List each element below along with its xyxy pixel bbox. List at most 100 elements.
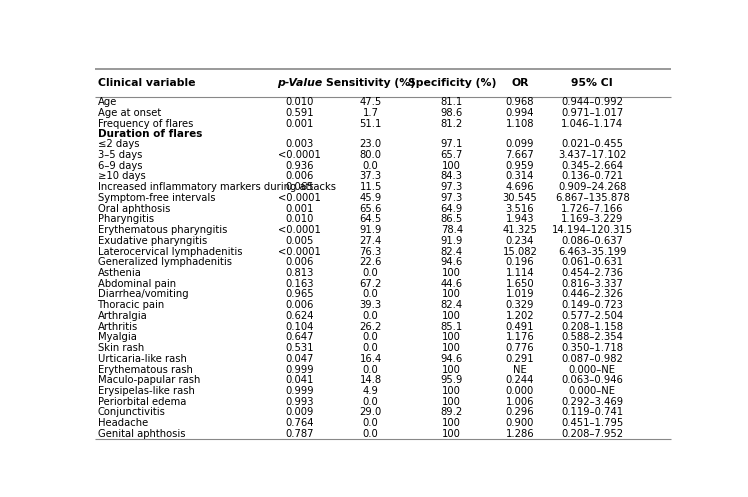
Text: 0.350–1.718: 0.350–1.718: [561, 343, 623, 353]
Text: NE: NE: [513, 364, 527, 375]
Text: 0.0: 0.0: [363, 364, 378, 375]
Text: 16.4: 16.4: [360, 354, 381, 364]
Text: 0.647: 0.647: [285, 332, 314, 342]
Text: 0.000–NE: 0.000–NE: [568, 364, 616, 375]
Text: 0.005: 0.005: [286, 236, 313, 246]
Text: 0.0: 0.0: [363, 161, 378, 170]
Text: 67.2: 67.2: [359, 279, 381, 289]
Text: 0.086–0.637: 0.086–0.637: [562, 236, 623, 246]
Text: 0.909–24.268: 0.909–24.268: [558, 182, 627, 192]
Text: 100: 100: [442, 289, 462, 300]
Text: 0.000: 0.000: [506, 386, 534, 396]
Text: 0.063–0.946: 0.063–0.946: [562, 375, 623, 385]
Text: 0.971–1.017: 0.971–1.017: [561, 108, 623, 118]
Text: 80.0: 80.0: [360, 150, 381, 160]
Text: 0.588–2.354: 0.588–2.354: [562, 332, 623, 342]
Text: 0.577–2.504: 0.577–2.504: [561, 311, 623, 321]
Text: 91.9: 91.9: [441, 236, 463, 246]
Text: 0.965: 0.965: [285, 289, 314, 300]
Text: 100: 100: [442, 429, 462, 439]
Text: Sensitivity (%): Sensitivity (%): [326, 78, 415, 88]
Text: ≤2 days: ≤2 days: [97, 139, 139, 149]
Text: Maculo-papular rash: Maculo-papular rash: [97, 375, 200, 385]
Text: 100: 100: [442, 161, 462, 170]
Text: Abdominal pain: Abdominal pain: [97, 279, 176, 289]
Text: 81.2: 81.2: [441, 119, 463, 129]
Text: 0.816–3.337: 0.816–3.337: [562, 279, 623, 289]
Text: 84.3: 84.3: [441, 171, 463, 181]
Text: 0.314: 0.314: [506, 171, 534, 181]
Text: 82.4: 82.4: [441, 247, 463, 256]
Text: <0.0001: <0.0001: [278, 193, 321, 203]
Text: 86.5: 86.5: [441, 214, 463, 224]
Text: 0.959: 0.959: [506, 161, 534, 170]
Text: 81.1: 81.1: [441, 97, 463, 107]
Text: 0.446–2.326: 0.446–2.326: [561, 289, 623, 300]
Text: 0.006: 0.006: [286, 300, 313, 310]
Text: Headache: Headache: [97, 418, 148, 428]
Text: 7.667: 7.667: [506, 150, 534, 160]
Text: 100: 100: [442, 397, 462, 407]
Text: 27.4: 27.4: [360, 236, 381, 246]
Text: 0.0: 0.0: [363, 418, 378, 428]
Text: 0.531: 0.531: [285, 343, 314, 353]
Text: 76.3: 76.3: [360, 247, 381, 256]
Text: 6.463–35.199: 6.463–35.199: [558, 247, 627, 256]
Text: Genital aphthosis: Genital aphthosis: [97, 429, 185, 439]
Text: Urticaria-like rash: Urticaria-like rash: [97, 354, 186, 364]
Text: Increased inflammatory markers during attacks: Increased inflammatory markers during at…: [97, 182, 336, 192]
Text: p-Value: p-Value: [277, 78, 322, 88]
Text: 1.006: 1.006: [506, 397, 534, 407]
Text: 100: 100: [442, 386, 462, 396]
Text: 78.4: 78.4: [441, 225, 463, 235]
Text: 1.114: 1.114: [506, 268, 534, 278]
Text: 0.491: 0.491: [506, 322, 534, 331]
Text: 0.003: 0.003: [286, 139, 313, 149]
Text: 0.813: 0.813: [286, 268, 313, 278]
Text: 0.087–0.982: 0.087–0.982: [562, 354, 623, 364]
Text: 0.345–2.664: 0.345–2.664: [561, 161, 623, 170]
Text: Asthenia: Asthenia: [97, 268, 141, 278]
Text: 39.3: 39.3: [360, 300, 381, 310]
Text: 91.9: 91.9: [359, 225, 381, 235]
Text: Skin rash: Skin rash: [97, 343, 144, 353]
Text: 3.516: 3.516: [506, 204, 534, 214]
Text: 97.3: 97.3: [441, 182, 463, 192]
Text: 0.099: 0.099: [506, 139, 534, 149]
Text: 0.968: 0.968: [506, 97, 534, 107]
Text: 1.286: 1.286: [506, 429, 534, 439]
Text: 6–9 days: 6–9 days: [97, 161, 142, 170]
Text: 1.726–7.166: 1.726–7.166: [561, 204, 624, 214]
Text: 1.108: 1.108: [506, 119, 534, 129]
Text: 0.006: 0.006: [286, 257, 313, 267]
Text: 0.292–3.469: 0.292–3.469: [561, 397, 623, 407]
Text: 23.0: 23.0: [360, 139, 381, 149]
Text: 0.244: 0.244: [506, 375, 534, 385]
Text: Myalgia: Myalgia: [97, 332, 136, 342]
Text: 0.999: 0.999: [285, 386, 314, 396]
Text: Conjunctivitis: Conjunctivitis: [97, 408, 165, 417]
Text: Arthritis: Arthritis: [97, 322, 138, 331]
Text: 1.7: 1.7: [363, 108, 378, 118]
Text: 0.0: 0.0: [363, 311, 378, 321]
Text: 0.900: 0.900: [506, 418, 534, 428]
Text: 0.208–1.158: 0.208–1.158: [561, 322, 623, 331]
Text: 0.0: 0.0: [363, 429, 378, 439]
Text: 100: 100: [442, 268, 462, 278]
Text: Erysipelas-like rash: Erysipelas-like rash: [97, 386, 194, 396]
Text: 100: 100: [442, 364, 462, 375]
Text: Age: Age: [97, 97, 117, 107]
Text: 0.0: 0.0: [363, 289, 378, 300]
Text: 47.5: 47.5: [360, 97, 381, 107]
Text: 26.2: 26.2: [359, 322, 381, 331]
Text: 0.149–0.723: 0.149–0.723: [561, 300, 623, 310]
Text: 64.5: 64.5: [360, 214, 381, 224]
Text: 0.944–0.992: 0.944–0.992: [561, 97, 623, 107]
Text: 89.2: 89.2: [441, 408, 463, 417]
Text: 0.119–0.741: 0.119–0.741: [561, 408, 623, 417]
Text: 94.6: 94.6: [441, 257, 463, 267]
Text: 100: 100: [442, 311, 462, 321]
Text: 1.019: 1.019: [506, 289, 534, 300]
Text: Thoracic pain: Thoracic pain: [97, 300, 165, 310]
Text: 14.194–120.315: 14.194–120.315: [552, 225, 633, 235]
